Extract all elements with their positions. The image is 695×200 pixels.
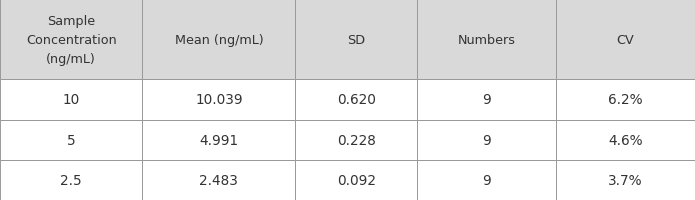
Bar — [142, 120, 295, 160]
Bar — [417, 80, 556, 120]
Bar — [295, 0, 417, 80]
Text: 0.092: 0.092 — [336, 173, 376, 187]
Bar — [417, 0, 556, 80]
Text: 2.5: 2.5 — [60, 173, 82, 187]
Text: CV: CV — [616, 34, 635, 46]
Bar — [556, 160, 695, 200]
Bar — [556, 0, 695, 80]
Text: 10: 10 — [63, 93, 80, 107]
Bar — [0, 0, 142, 80]
Bar — [0, 120, 142, 160]
Bar — [295, 160, 417, 200]
Text: Numbers: Numbers — [457, 34, 516, 46]
Text: 4.6%: 4.6% — [608, 133, 643, 147]
Text: 9: 9 — [482, 133, 491, 147]
Text: 2.483: 2.483 — [199, 173, 238, 187]
Text: 3.7%: 3.7% — [608, 173, 643, 187]
Bar — [556, 120, 695, 160]
Bar — [417, 120, 556, 160]
Text: Sample
Concentration
(ng/mL): Sample Concentration (ng/mL) — [26, 15, 117, 65]
Text: 5: 5 — [67, 133, 76, 147]
Text: 9: 9 — [482, 93, 491, 107]
Text: 10.039: 10.039 — [195, 93, 243, 107]
Text: 0.620: 0.620 — [337, 93, 375, 107]
Text: 4.991: 4.991 — [199, 133, 238, 147]
Bar — [295, 80, 417, 120]
Text: 6.2%: 6.2% — [608, 93, 643, 107]
Bar — [0, 160, 142, 200]
Text: SD: SD — [347, 34, 366, 46]
Bar — [142, 0, 295, 80]
Text: Mean (ng/mL): Mean (ng/mL) — [174, 34, 263, 46]
Bar — [0, 80, 142, 120]
Bar — [556, 80, 695, 120]
Bar — [417, 160, 556, 200]
Bar — [295, 120, 417, 160]
Bar — [142, 160, 295, 200]
Bar — [142, 80, 295, 120]
Text: 0.228: 0.228 — [337, 133, 375, 147]
Text: 9: 9 — [482, 173, 491, 187]
